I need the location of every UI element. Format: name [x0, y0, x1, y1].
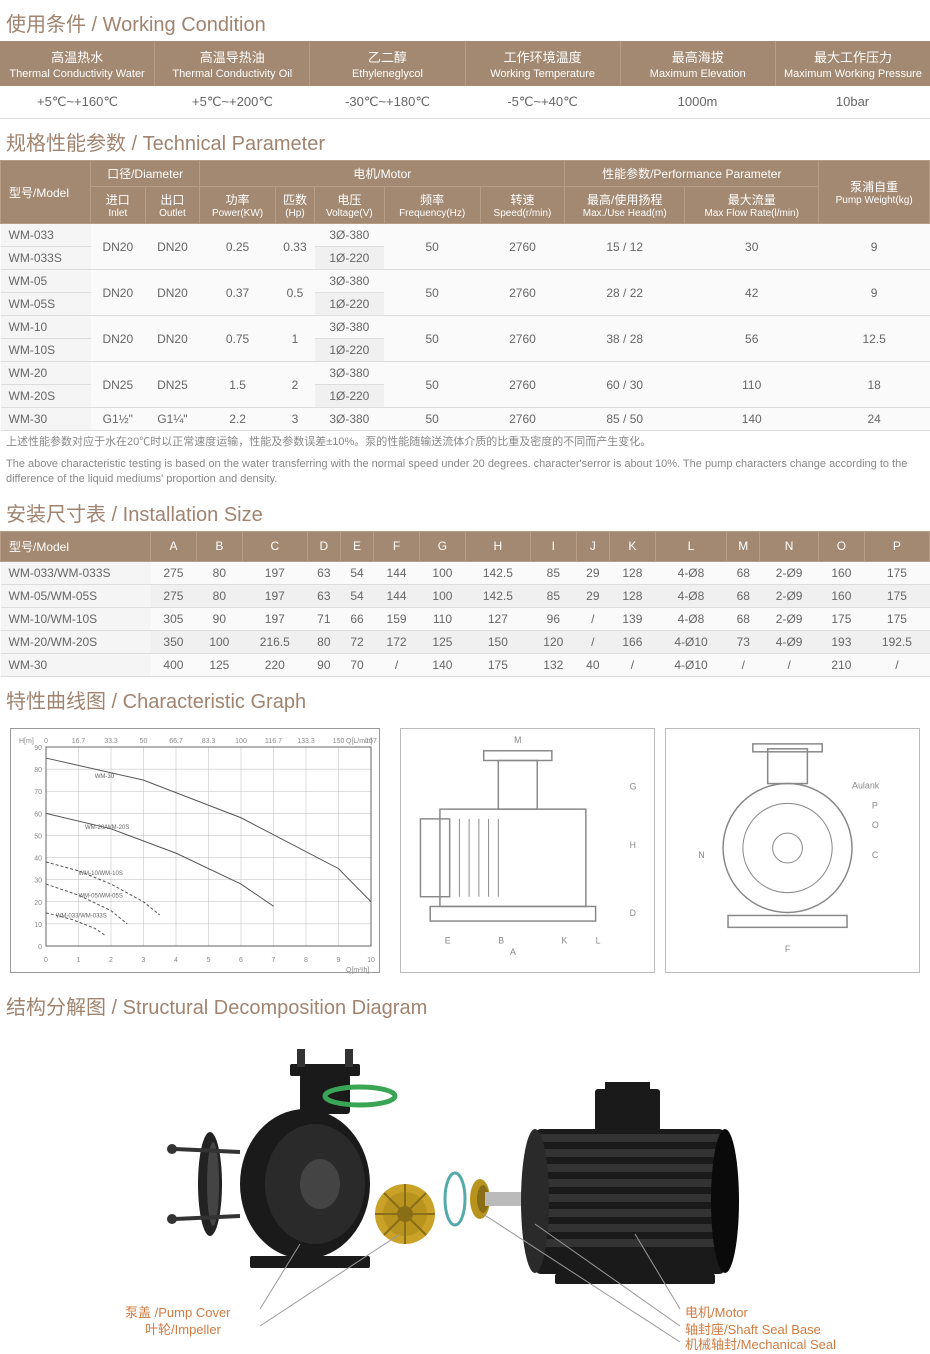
tp-row: WM-033DN20DN200.250.333Ø-38050276015 / 1… [1, 224, 930, 247]
drawing-side-view: A E B K L M H D G [400, 728, 655, 973]
svg-text:0: 0 [38, 944, 42, 951]
section-title-working-condition: 使用条件 / Working Condition [0, 0, 930, 41]
svg-text:P: P [872, 800, 878, 810]
svg-text:F: F [785, 944, 791, 954]
svg-text:66.7: 66.7 [169, 738, 183, 745]
svg-text:Aulank: Aulank [852, 780, 880, 790]
is-row: WM-10/WM-10S30590197716615911012796/1394… [1, 607, 930, 630]
svg-text:10: 10 [367, 957, 375, 964]
technical-parameter-table: 型号/Model口径/Diameter电机/Motor性能参数/Performa… [0, 160, 930, 431]
svg-text:H: H [630, 840, 636, 850]
svg-text:40: 40 [34, 855, 42, 862]
svg-text:150: 150 [333, 738, 345, 745]
wc-value-cell: 10bar [775, 86, 930, 118]
svg-text:1: 1 [77, 957, 81, 964]
svg-text:0: 0 [44, 957, 48, 964]
svg-text:WM-05/WM-05S: WM-05/WM-05S [79, 893, 123, 899]
wc-header-cell: 高温导热油Thermal Conductivity Oil [155, 41, 310, 86]
is-row: WM-20/WM-20S350100216.58072172125150120/… [1, 630, 930, 653]
wc-value-cell: -30℃~+180℃ [310, 86, 465, 118]
svg-text:50: 50 [140, 738, 148, 745]
section-title-installation-size: 安装尺寸表 / Installation Size [0, 490, 930, 531]
svg-text:33.3: 33.3 [104, 738, 118, 745]
svg-text:90: 90 [34, 745, 42, 752]
svg-text:80: 80 [34, 767, 42, 774]
svg-text:100: 100 [235, 738, 247, 745]
svg-text:6: 6 [239, 957, 243, 964]
svg-text:Q[m³/h]: Q[m³/h] [346, 967, 369, 974]
svg-text:O: O [872, 820, 879, 830]
svg-text:Q[L/min]: Q[L/min] [346, 738, 373, 745]
section-title-structural-diagram: 结构分解图 / Structural Decomposition Diagram [0, 983, 930, 1024]
wc-header-row: 高温热水Thermal Conductivity Water高温导热油Therm… [0, 41, 930, 86]
svg-text:M: M [514, 735, 521, 745]
dimension-drawings: A E B K L M H D G Aulank C F [400, 728, 920, 973]
svg-text:N: N [698, 850, 704, 860]
graph-area: 0016.7133.3250366.7483.351006116.77133.3… [0, 718, 930, 983]
characteristic-line-graph: 0016.7133.3250366.7483.351006116.77133.3… [10, 728, 380, 973]
section-title-technical-parameter: 规格性能参数 / Technical Parameter [0, 119, 930, 160]
installation-size-table: 型号/ModelABCDEFGHIJKLMNOP WM-033/WM-033S2… [0, 531, 930, 677]
section-title-characteristic-graph: 特性曲线图 / Characteristic Graph [0, 677, 930, 718]
svg-text:K: K [562, 935, 568, 945]
wc-value-cell: 1000m [620, 86, 775, 118]
svg-text:E: E [445, 935, 451, 945]
svg-text:L: L [596, 935, 601, 945]
wc-header-cell: 工作环境温度Working Temperature [466, 41, 621, 86]
part-label-mechanical-seal: 机械轴封/Mechanical Seal [685, 1334, 836, 1353]
svg-text:2: 2 [109, 957, 113, 964]
is-row: WM-033/WM-033S275801976354144100142.5852… [1, 561, 930, 584]
svg-text:83.3: 83.3 [202, 738, 216, 745]
svg-text:A: A [510, 947, 516, 957]
wc-value-cell: +5℃~+160℃ [0, 86, 155, 118]
svg-text:WM-033/WM-033S: WM-033/WM-033S [56, 913, 107, 919]
svg-text:B: B [498, 935, 504, 945]
wc-header-cell: 高温热水Thermal Conductivity Water [0, 41, 155, 86]
svg-text:70: 70 [34, 789, 42, 796]
svg-text:D: D [630, 908, 636, 918]
svg-text:30: 30 [34, 878, 42, 885]
svg-text:50: 50 [34, 833, 42, 840]
svg-text:C: C [872, 850, 879, 860]
part-label-impeller: 叶轮/Impeller [145, 1319, 221, 1338]
tp-note-cn: 上述性能参数对应于水在20℃时以正常速度运输，性能及参数误差±10%。泵的性能随… [0, 431, 930, 453]
is-row: WM-05/WM-05S275801976354144100142.585291… [1, 584, 930, 607]
svg-text:8: 8 [304, 957, 308, 964]
drawing-front-view: Aulank C F O P N [665, 728, 920, 973]
svg-text:WM-20/WM-20S: WM-20/WM-20S [85, 825, 129, 831]
exploded-view: 泵盖 /Pump Cover 叶轮/Impeller 电机/Motor 轴封座/… [65, 1034, 865, 1344]
svg-text:G: G [630, 782, 637, 792]
svg-text:5: 5 [207, 957, 211, 964]
wc-value-row: +5℃~+160℃+5℃~+200℃-30℃~+180℃-5℃~+40℃1000… [0, 86, 930, 119]
svg-text:16.7: 16.7 [72, 738, 86, 745]
svg-text:9: 9 [337, 957, 341, 964]
tp-row: WM-20DN25DN251.523Ø-38050276060 / 301101… [1, 362, 930, 385]
svg-text:133.3: 133.3 [297, 738, 315, 745]
wc-header-cell: 最高海拔Maximum Elevation [621, 41, 776, 86]
tp-row: WM-30G1½"G1¼"2.233Ø-38050276085 / 501402… [1, 408, 930, 431]
svg-text:WM-10/WM-10S: WM-10/WM-10S [79, 871, 123, 877]
svg-text:116.7: 116.7 [265, 738, 282, 745]
wc-value-cell: +5℃~+200℃ [155, 86, 310, 118]
svg-text:0: 0 [44, 738, 48, 745]
svg-text:4: 4 [174, 957, 178, 964]
is-row: WM-304001252209070/14017513240/4-Ø10//21… [1, 653, 930, 676]
svg-text:10: 10 [34, 922, 42, 929]
svg-text:7: 7 [272, 957, 276, 964]
tp-note-en: The above characteristic testing is base… [0, 453, 930, 490]
svg-text:WM-30: WM-30 [95, 774, 115, 780]
svg-text:H[m]: H[m] [19, 738, 34, 745]
svg-text:20: 20 [34, 900, 42, 907]
tp-row: WM-05DN20DN200.370.53Ø-38050276028 / 224… [1, 270, 930, 293]
wc-header-cell: 最大工作压力Maximum Working Pressure [776, 41, 930, 86]
wc-header-cell: 乙二醇Ethyleneglycol [310, 41, 465, 86]
svg-text:3: 3 [142, 957, 146, 964]
svg-text:60: 60 [34, 811, 42, 818]
tp-row: WM-10DN20DN200.7513Ø-38050276038 / 28561… [1, 316, 930, 339]
wc-value-cell: -5℃~+40℃ [465, 86, 620, 118]
